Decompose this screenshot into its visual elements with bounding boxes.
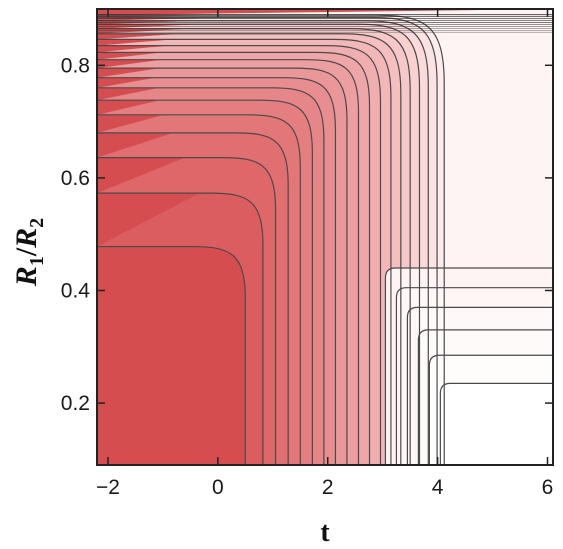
contour-line xyxy=(97,38,392,465)
contour-line xyxy=(97,14,445,465)
contour-line xyxy=(97,132,289,465)
x-tick-label: 4 xyxy=(432,476,444,499)
x-tick-label: −2 xyxy=(96,476,120,499)
contour-line xyxy=(97,245,246,465)
contour-line xyxy=(97,87,325,465)
contour-line xyxy=(97,28,411,465)
contour-line xyxy=(97,16,438,465)
contour-line xyxy=(97,192,264,465)
corner-band xyxy=(440,383,553,465)
y-axis-title: R1/R2 xyxy=(10,218,48,287)
y-tick-label: 0.6 xyxy=(61,167,90,190)
contour-line xyxy=(97,99,313,465)
x-tick-label: 6 xyxy=(542,476,554,499)
svg-text:R1/R2: R1/R2 xyxy=(10,218,48,287)
contour-line xyxy=(97,33,402,465)
contour-line xyxy=(97,77,337,465)
y-tick-label: 0.4 xyxy=(61,279,91,302)
plot-area xyxy=(97,9,553,465)
contour-line xyxy=(97,51,371,465)
contour-line xyxy=(97,59,360,465)
contour-line xyxy=(406,306,553,465)
contour-line xyxy=(97,114,301,465)
x-tick-label: 2 xyxy=(322,476,334,499)
contour-line xyxy=(439,382,553,465)
y-axis-title-sub2: 2 xyxy=(26,218,48,228)
plot-frame xyxy=(96,8,554,466)
axis-ticks: −2 0 2 4 6 0.2 0.4 0.6 0.8 xyxy=(61,9,554,499)
x-tick-label: 0 xyxy=(212,476,224,499)
y-axis-title-main: R xyxy=(10,266,43,287)
contour-line xyxy=(97,44,382,465)
contour-line xyxy=(97,67,348,465)
x-axis-title: t xyxy=(320,517,330,548)
contour-line xyxy=(428,354,553,465)
y-tick-label: 0.8 xyxy=(61,54,90,77)
contour-line xyxy=(395,287,553,465)
y-tick-label: 0.2 xyxy=(61,392,90,415)
y-axis-title-main-2: R xyxy=(10,228,43,249)
contour-line xyxy=(97,157,277,465)
y-axis-title-slash: / xyxy=(10,247,43,257)
contour-line xyxy=(384,267,553,465)
contour-line xyxy=(417,329,553,465)
y-axis-title-sub1: 1 xyxy=(26,256,48,266)
